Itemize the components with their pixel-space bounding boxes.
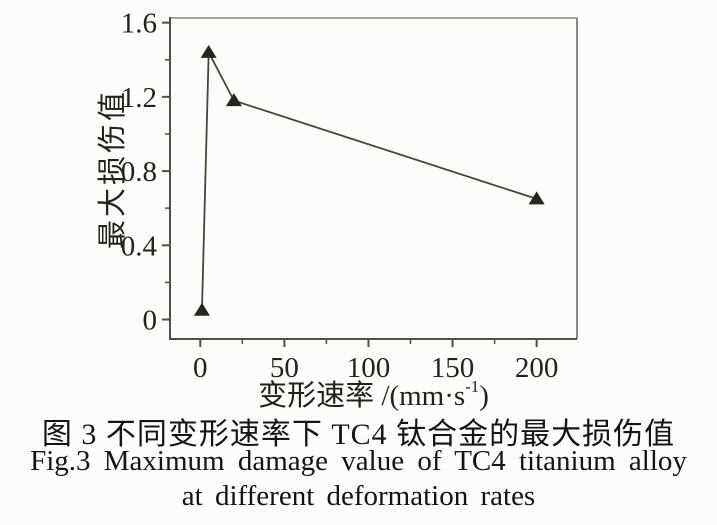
x-tick-label: 200 [515,352,559,384]
x-axis-title-suffix: ) [479,380,489,412]
axis-tick-labels: 0 0.4 0.8 1.2 1.6 0 50 100 150 200 [121,8,559,384]
data-point-marker [193,302,210,316]
plot-border [169,17,578,340]
caption-chinese: 图 3 不同变形速率下 TC4 钛合金的最大损伤值 [41,418,676,451]
series-line [201,48,537,311]
chart-canvas: 0 0.4 0.8 1.2 1.6 0 50 100 150 200 [121,8,578,384]
x-tick-label: 0 [193,352,208,384]
caption-english-line1: Fig.3 Maximum damage value of TC4 titani… [30,445,687,477]
y-tick-label: 0.8 [121,156,157,188]
caption-english-line2: at different deformation rates [181,480,536,512]
x-tick-label: 100 [347,352,391,384]
y-tick-label: 1.6 [121,8,157,40]
y-tick-label: 0.4 [121,230,158,262]
x-tick-label: 150 [431,352,475,384]
data-point-marker [528,191,545,205]
x-axis-title-text: 变形速率 /(mm·s [258,380,466,412]
x-tick-label: 50 [270,352,299,384]
x-axis-title-superscript: -1 [465,376,480,396]
data-point-marker [200,44,217,58]
y-tick-label: 1.2 [121,82,157,114]
x-axis-title: 变形速率 /(mm·s-1) [170,372,577,414]
data-series [193,44,545,316]
y-tick-label: 0 [143,305,158,337]
data-point-marker [225,93,242,107]
y-axis-title: 最大损伤值 [97,89,129,250]
axis-ticks [162,21,538,347]
